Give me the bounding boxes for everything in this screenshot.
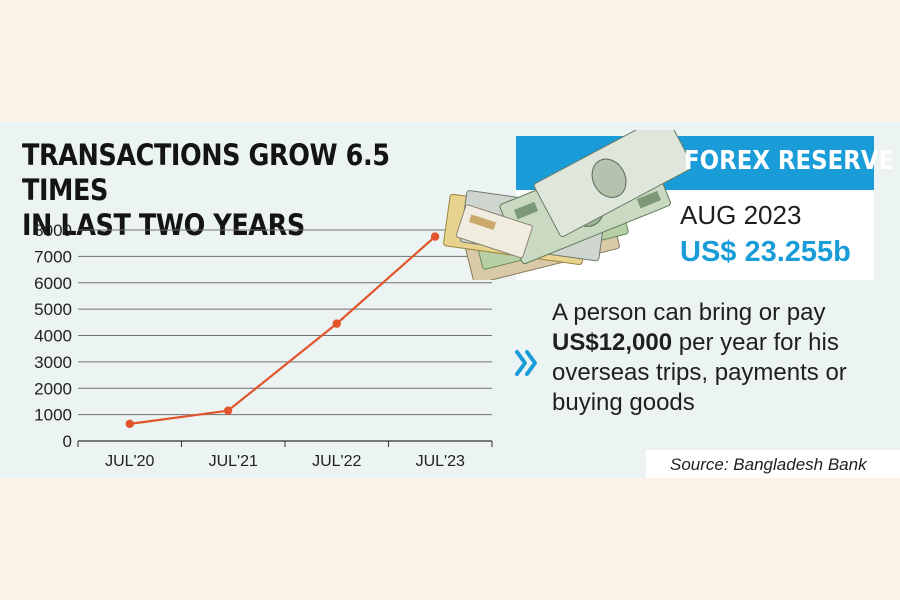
source-credit: Source: Bangladesh Bank [670,455,867,474]
y-tick-label-6000: 6000 [34,274,72,293]
x-tick-label-0: JUL'20 [105,453,154,470]
x-tick-label-1: JUL'21 [209,453,258,470]
data-point-3 [430,232,440,241]
chart-title-line-1: TRANSACTIONS GROW 6.5 TIMES [22,138,390,207]
y-tick-label-2000: 2000 [34,379,72,398]
chart-subtitle: IN LAST TWO YEARS [22,208,305,242]
y-tick-label-5000: 5000 [34,300,72,319]
allowance-note-text-end: per year for his overseas trips, payment… [552,329,847,416]
data-point-0 [125,419,134,429]
money-banknotes-illustration [443,130,690,280]
y-tick-label-0: 0 [63,432,72,451]
double-chevron-right-icon [515,350,537,376]
x-tick-label-2: JUL'22 [312,453,361,470]
series-line-transactions [129,235,436,425]
forex-reserve-title: FOREX RESERVE [684,146,895,176]
y-tick-label-7000: 7000 [34,247,72,266]
allowance-note-text-start: A person can bring or pay [552,299,826,326]
x-tick-label-3: JUL'23 [416,453,465,470]
chart-series [125,232,440,429]
chart-axes: 0 1000 2000 3000 4000 5000 6000 7000 8000 JUL'20 J… [34,221,493,470]
allowance-note-amount: US$12,000 [552,329,673,356]
forex-reserve-date: AUG 2023 [680,200,802,230]
allowance-note: A person can bring or pay US$12,000 per … [552,298,892,418]
data-point-1 [223,406,233,415]
chart-grid [78,229,492,416]
y-tick-label-8000: 8000 [34,221,72,240]
data-point-2 [332,319,341,328]
source-box [646,450,900,478]
y-tick-label-1000: 1000 [34,406,72,425]
chart-title: TRANSACTIONS GROW 6.5 TIMES IN LAST TWO … [22,138,436,243]
y-tick-label-4000: 4000 [34,327,72,346]
forex-reserve-value: US$ 23.255b [680,236,851,268]
y-tick-label-3000: 3000 [34,353,72,372]
